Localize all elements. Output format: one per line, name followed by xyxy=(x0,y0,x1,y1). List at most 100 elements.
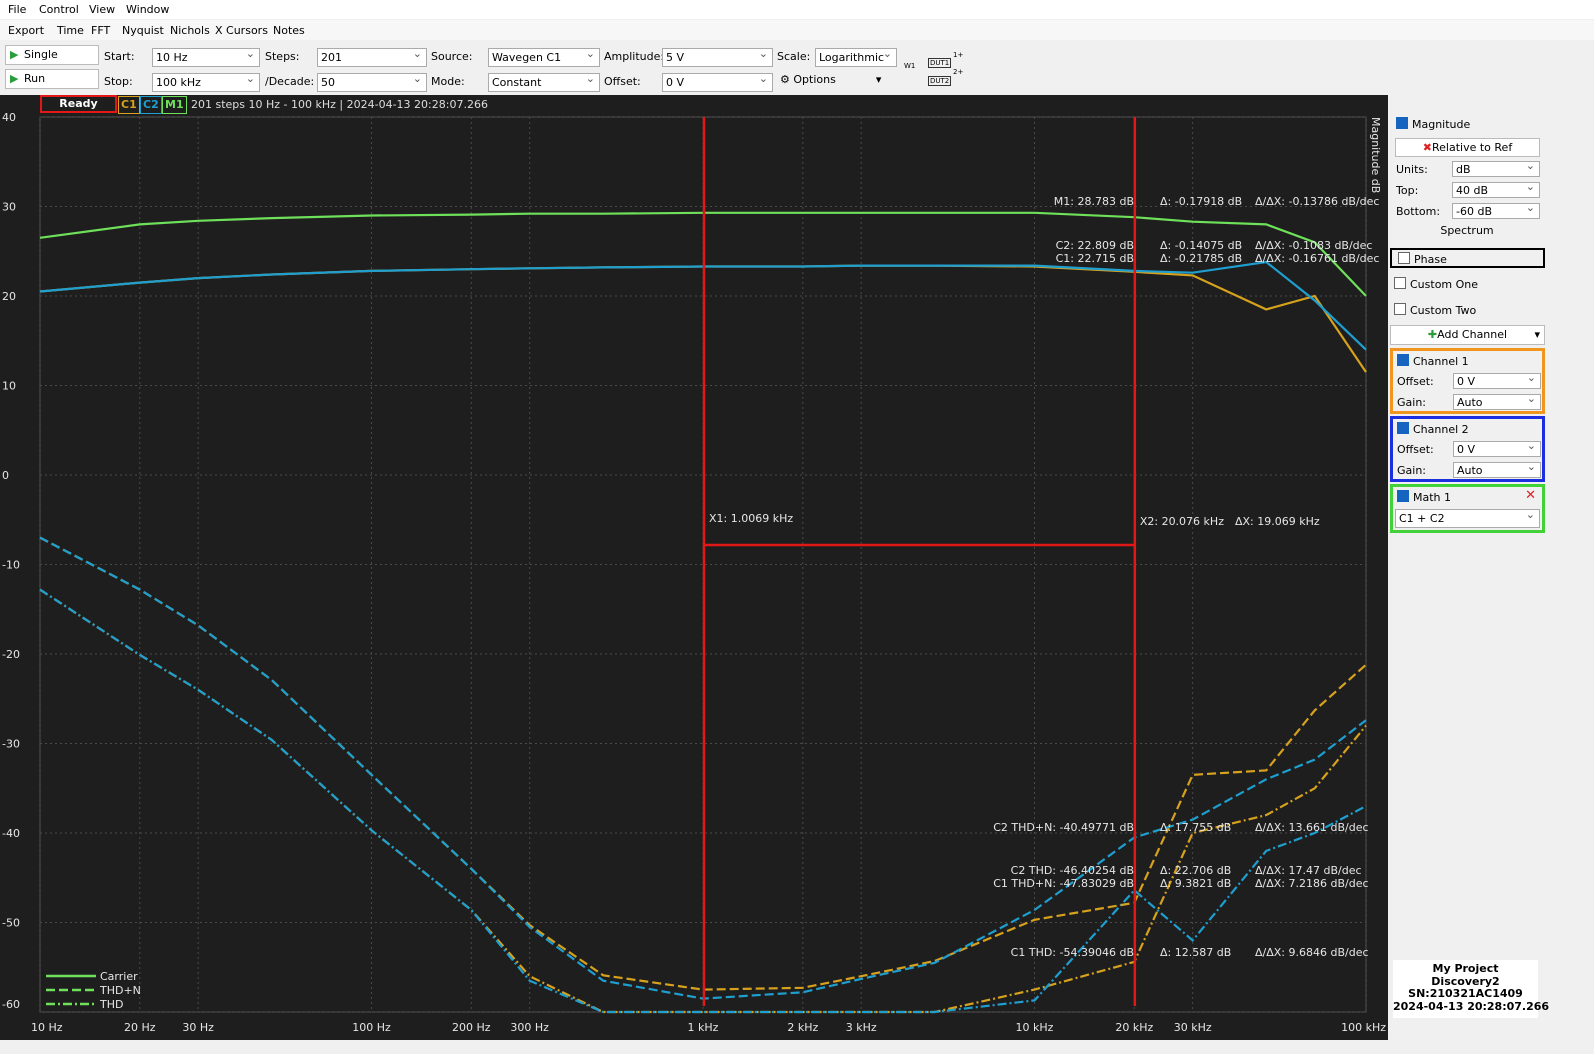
field-value[interactable]: 0 V xyxy=(662,70,773,92)
setting-label: Units: xyxy=(1396,163,1428,176)
readout-delta: Δ: 12.587 dB xyxy=(1160,946,1231,959)
field-value[interactable]: 50 xyxy=(317,70,427,92)
setting-value[interactable]: -60 dB xyxy=(1452,200,1540,219)
field-value[interactable]: 5 V xyxy=(662,45,773,67)
legend-label: Carrier xyxy=(100,970,138,983)
y-tick-label: -10 xyxy=(2,559,20,572)
channel-title: Channel 1 xyxy=(1413,355,1469,368)
y-tick-label: 40 xyxy=(2,111,16,124)
field-label: Steps: xyxy=(265,50,300,63)
y-tick-label: 0 xyxy=(2,469,9,482)
channel-box: Channel 2 Offset: 0 V Gain: Auto xyxy=(1390,416,1545,482)
project-line: My Project xyxy=(1432,962,1499,975)
field-label: /Decade: xyxy=(265,75,315,88)
readout-delta: Δ: -0.21785 dB xyxy=(1160,252,1242,265)
readout-value: C1 THD: -54.39046 dB xyxy=(1011,946,1134,959)
project-line: 2024-04-13 20:28:07.266 xyxy=(1393,999,1550,1013)
magnitude-toggle[interactable]: Magnitude xyxy=(1396,117,1470,131)
add-channel-button[interactable]: ✚Add Channel ▾ xyxy=(1390,325,1545,345)
tab-bar: Export Time FFT Nyquist Nichols X Cursors Note… xyxy=(0,20,1594,40)
field-label: Source: xyxy=(431,50,473,63)
setting-label: Top: xyxy=(1396,184,1419,197)
tab[interactable]: Notes xyxy=(273,24,305,37)
diagram-label: DUT1 xyxy=(928,58,952,68)
options-button[interactable]: ⚙ Options ▾ xyxy=(780,73,882,86)
setting-label: Offset: xyxy=(1397,443,1434,456)
setting-value[interactable]: 0 V xyxy=(1453,438,1541,457)
tab[interactable]: Nyquist xyxy=(122,24,164,37)
custom-title: Custom Two xyxy=(1410,304,1477,317)
math-remove[interactable]: ✕ xyxy=(1525,488,1536,503)
channel-tag: C1 xyxy=(118,96,140,114)
readout-delta: Δ: -0.17918 dB xyxy=(1160,195,1242,208)
setting-label: Offset: xyxy=(1397,375,1434,388)
status-state: Ready xyxy=(40,95,117,113)
menu-item[interactable]: Control xyxy=(39,3,79,16)
setting-value[interactable]: 0 V xyxy=(1453,370,1541,389)
tab[interactable]: Export xyxy=(8,24,45,37)
x-tick-label: 20 kHz xyxy=(1115,1021,1153,1034)
x-tick-label: 10 Hz xyxy=(31,1021,63,1034)
tab[interactable]: X Cursors xyxy=(215,24,268,37)
y-tick-label: -20 xyxy=(2,648,20,661)
series-line xyxy=(39,536,1367,1000)
x-tick-label: 300 Hz xyxy=(510,1021,549,1034)
setting-value[interactable]: Auto xyxy=(1453,391,1541,410)
readout-slope: Δ/ΔX: -0.13786 dB/dec xyxy=(1255,195,1379,208)
single-button[interactable]: ▶ Single xyxy=(5,45,99,65)
readout-delta: Δ: 9.3821 dB xyxy=(1160,877,1231,890)
run-label: Run xyxy=(24,72,46,85)
setting-value[interactable]: dB xyxy=(1452,158,1540,177)
field-value[interactable]: 10 Hz xyxy=(152,45,260,67)
options-label: Options xyxy=(793,73,836,86)
y-tick-label: 10 xyxy=(2,380,16,393)
series-line xyxy=(39,588,1367,1014)
readout-value: C2 THD+N: -40.49771 dB xyxy=(993,821,1134,834)
readout-value: C2 THD: -46.40254 dB xyxy=(1011,864,1134,877)
readout-delta: Δ: 22.706 dB xyxy=(1160,864,1231,877)
y-tick-label: 30 xyxy=(2,201,16,214)
field-label: Start: xyxy=(104,50,135,63)
series-line xyxy=(39,211,1367,297)
x-tick-label: 2 kHz xyxy=(787,1021,818,1034)
field-value[interactable]: Logarithmic xyxy=(815,45,897,67)
x-tick-label: 10 kHz xyxy=(1016,1021,1054,1034)
custom-toggle[interactable]: Custom One xyxy=(1394,277,1478,291)
menu-item[interactable]: File xyxy=(8,3,27,16)
diagram-label: 2+ xyxy=(953,68,964,76)
field-label: Offset: xyxy=(604,75,641,88)
project-line: SN:210321AC1409 xyxy=(1408,987,1523,1000)
run-button[interactable]: ▶ Run xyxy=(5,69,99,89)
math-toggle[interactable]: Math 1 xyxy=(1397,490,1451,504)
field-value[interactable]: Wavegen C1 xyxy=(488,45,600,67)
math-expr[interactable]: C1 + C2 xyxy=(1395,506,1540,528)
tab[interactable]: FFT xyxy=(91,24,111,37)
tab[interactable]: Time xyxy=(57,24,84,37)
tab[interactable]: Nichols xyxy=(170,24,210,37)
readout-slope: Δ/ΔX: -0.16761 dB/dec xyxy=(1255,252,1379,265)
readout-slope: Δ/ΔX: 7.2186 dB/dec xyxy=(1255,877,1369,890)
setting-value[interactable]: 40 dB xyxy=(1452,179,1540,198)
field-value[interactable]: Constant xyxy=(488,70,600,92)
y-axis-label: Magnitude dB xyxy=(1369,117,1382,193)
plot-area: -60 -50 -40 -30 -20 -10 0 10 20 30 40 10 Hz 20 Hz 30 … xyxy=(0,95,1388,1040)
side-panel: Magnitude ✖Relative to Ref Units: dB Top: 4… xyxy=(1388,95,1568,1040)
y-tick-label: -50 xyxy=(2,917,20,930)
menu-item[interactable]: View xyxy=(89,3,116,16)
readout-slope: Δ/ΔX: 17.47 dB/dec xyxy=(1255,864,1362,877)
phase-toggle[interactable]: Phase xyxy=(1390,248,1545,268)
x-tick-label: 1 kHz xyxy=(688,1021,719,1034)
setting-label: Bottom: xyxy=(1396,205,1441,218)
channel-toggle[interactable]: Channel 1 xyxy=(1397,354,1469,368)
diagram-label: DUT2 xyxy=(928,76,952,86)
field-value[interactable]: 100 kHz xyxy=(152,70,260,92)
channel-toggle[interactable]: Channel 2 xyxy=(1397,422,1469,436)
relative-button[interactable]: ✖Relative to Ref xyxy=(1395,138,1540,157)
menu-item[interactable]: Window xyxy=(126,3,170,16)
custom-toggle[interactable]: Custom Two xyxy=(1394,303,1476,317)
single-label: Single xyxy=(24,48,58,61)
toolbar: ▶ Single ▶ Run ⚙ Options ▾ W1 DUT1 DUT2 1+ 2+ S… xyxy=(0,42,1594,94)
field-value[interactable]: 201 xyxy=(317,45,427,67)
setting-value[interactable]: Auto xyxy=(1453,459,1541,478)
